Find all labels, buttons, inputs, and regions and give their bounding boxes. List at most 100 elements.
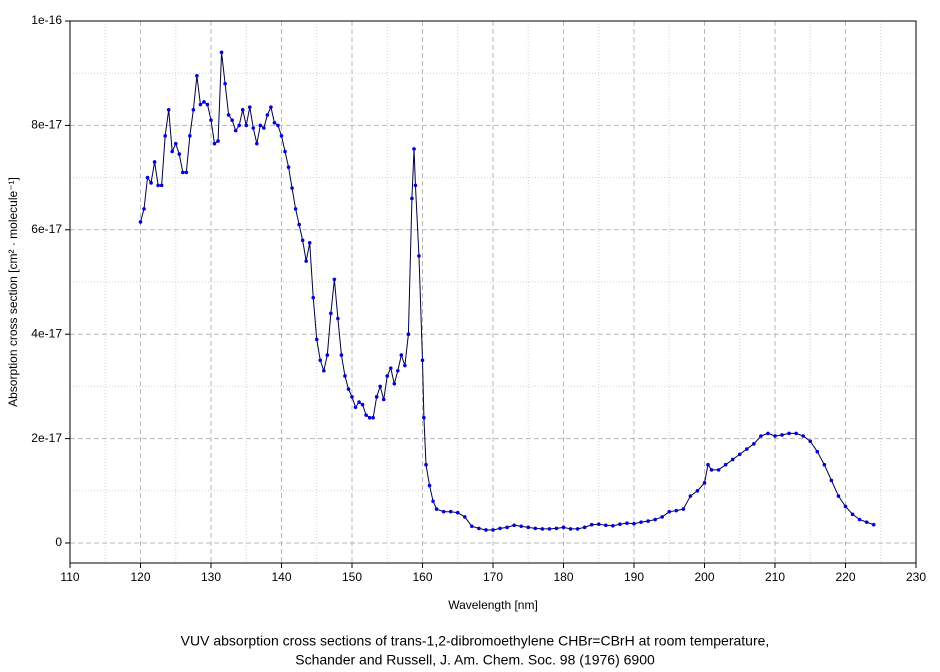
data-point <box>632 521 636 526</box>
data-point <box>233 128 238 133</box>
y-tick-label: 2e-17 <box>31 431 62 445</box>
data-point <box>173 141 178 146</box>
y-axis-label: Absorption cross section [cm² · molecule… <box>6 177 20 407</box>
data-point <box>561 525 566 530</box>
data-point <box>159 183 164 188</box>
data-point <box>198 102 203 107</box>
data-point <box>403 363 407 368</box>
data-point <box>646 519 650 523</box>
data-point <box>346 387 351 391</box>
data-point <box>752 442 756 446</box>
y-tick-label: 4e-17 <box>31 326 62 340</box>
data-point <box>332 277 337 282</box>
data-point <box>163 134 167 138</box>
data-point <box>311 295 316 300</box>
x-tick-label: 130 <box>201 570 221 584</box>
data-point <box>149 181 153 185</box>
data-point <box>766 431 770 436</box>
data-point <box>780 433 784 437</box>
data-point <box>667 509 672 514</box>
data-point <box>307 241 312 245</box>
data-point <box>283 149 287 154</box>
data-point <box>399 353 404 357</box>
data-point <box>339 353 344 357</box>
data-point <box>660 515 664 519</box>
data-point <box>787 431 791 436</box>
data-point <box>857 517 862 522</box>
data-point <box>688 494 693 498</box>
x-tick-label: 230 <box>906 570 926 584</box>
y-tick-label: 1e-16 <box>31 13 62 27</box>
data-point <box>533 526 538 531</box>
data-point <box>353 405 358 410</box>
data-point <box>413 183 418 188</box>
plot-frame <box>69 20 917 564</box>
caption: Schander and Russell, J. Am. Chem. Soc. … <box>295 652 655 668</box>
data-point <box>706 462 710 467</box>
data-point <box>318 358 323 363</box>
data-point <box>357 400 361 404</box>
data-point <box>871 522 876 527</box>
data-point <box>737 452 742 457</box>
data-point <box>219 50 224 55</box>
data-point <box>815 449 820 454</box>
data-point <box>596 522 601 527</box>
data-line <box>140 52 874 531</box>
data-point <box>138 220 143 224</box>
data-point <box>142 207 146 211</box>
data-point <box>843 504 848 509</box>
data-point <box>568 527 573 531</box>
data-point <box>808 439 813 444</box>
data-point <box>611 523 615 528</box>
data-point <box>209 118 213 122</box>
data-point <box>759 434 763 438</box>
x-tick-label: 120 <box>130 570 150 584</box>
data-point <box>181 170 185 175</box>
data-point <box>170 149 175 154</box>
data-point <box>477 526 481 531</box>
data-point <box>279 134 284 138</box>
data-point <box>237 123 241 128</box>
data-point <box>297 222 301 227</box>
data-point <box>367 415 372 420</box>
y-tick-label: 0 <box>55 535 62 549</box>
x-tick-label: 150 <box>342 570 362 584</box>
data-point <box>512 523 516 528</box>
data-point <box>378 384 383 389</box>
data-point <box>625 521 629 525</box>
data-point <box>589 522 594 527</box>
data-point <box>286 165 291 169</box>
x-tick-label: 210 <box>765 570 785 584</box>
data-point <box>336 316 340 321</box>
data-point <box>240 107 245 112</box>
data-point <box>427 483 432 488</box>
data-point <box>491 528 495 532</box>
x-tick-label: 140 <box>271 570 291 584</box>
x-tick-label: 160 <box>412 570 432 584</box>
data-point <box>723 462 728 467</box>
data-point <box>410 196 414 201</box>
data-point <box>822 462 827 467</box>
data-point <box>709 468 714 472</box>
data-point <box>195 74 199 78</box>
data-point <box>448 509 453 514</box>
data-point <box>618 522 622 527</box>
data-point <box>674 508 679 513</box>
data-point <box>212 141 217 146</box>
data-point <box>455 510 460 515</box>
data-point <box>184 170 189 175</box>
data-point <box>836 494 841 498</box>
data-point <box>304 259 308 263</box>
data-point <box>325 353 330 357</box>
x-tick-label: 190 <box>624 570 644 584</box>
data-point <box>773 434 777 438</box>
y-tick-label: 8e-17 <box>31 118 62 132</box>
data-point <box>434 507 439 511</box>
data-point <box>653 517 657 522</box>
data-point <box>255 141 259 146</box>
data-point <box>424 462 428 467</box>
data-point <box>258 123 263 128</box>
x-tick-label: 170 <box>483 570 503 584</box>
data-point <box>381 397 386 402</box>
